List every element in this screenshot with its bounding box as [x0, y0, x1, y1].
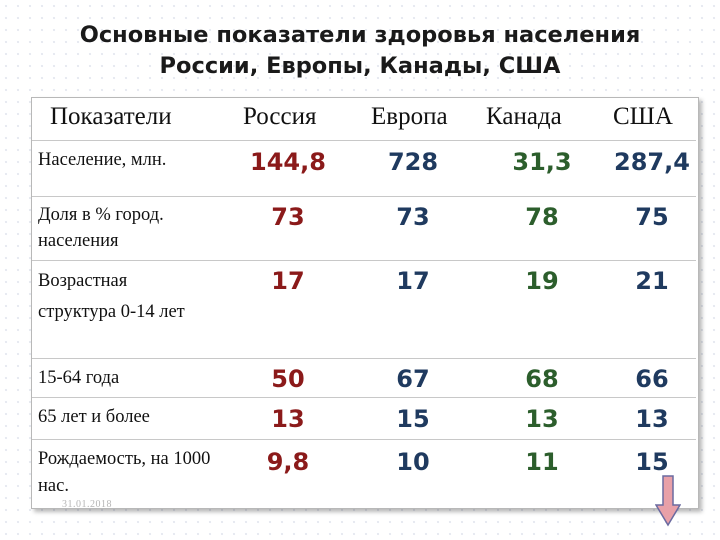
- row-label-age-15-64: 15-64 года: [38, 368, 120, 388]
- cell-usa-age-15-64: 66: [635, 365, 669, 393]
- down-arrow-icon[interactable]: [655, 475, 681, 527]
- row-divider: [32, 397, 696, 398]
- row-divider: [32, 140, 696, 141]
- row-label-birth-rate: Рождаемость, на 1000 нас.: [38, 449, 211, 496]
- cell-russia-age-15-64: 50: [271, 365, 305, 393]
- cell-usa-urban-share: 75: [635, 203, 669, 231]
- row-label-urban-share: Доля в % город. населения: [38, 205, 164, 251]
- cell-canada-age-15-64: 68: [525, 365, 559, 393]
- row-divider: [32, 260, 696, 261]
- cell-russia-urban-share: 73: [271, 203, 305, 231]
- cell-europe-age-15-64: 67: [396, 365, 430, 393]
- row-label-age-65-plus: 65 лет и более: [38, 407, 150, 427]
- cell-europe-urban-share: 73: [396, 203, 430, 231]
- cell-canada-population: 31,3: [512, 148, 572, 176]
- row-divider: [32, 358, 696, 359]
- slide-title: Основные показатели здоровья населения Р…: [20, 20, 700, 82]
- cell-europe-population: 728: [387, 148, 439, 176]
- header-europe: Европа: [371, 103, 448, 130]
- row-divider: [32, 439, 696, 440]
- cell-russia-age-0-14: 17: [271, 267, 305, 295]
- cell-canada-age-0-14: 19: [525, 267, 559, 295]
- cell-russia-age-65-plus: 13: [271, 405, 305, 433]
- header-canada: Канада: [486, 103, 562, 130]
- cell-usa-age-0-14: 21: [635, 267, 669, 295]
- row-label-age-0-14: Возрастная структура 0-14 лет: [38, 271, 185, 322]
- cell-russia-population: 144,8: [250, 148, 326, 176]
- cell-canada-urban-share: 78: [525, 203, 559, 231]
- row-label-population: Население, млн.: [38, 150, 167, 170]
- header-russia: Россия: [243, 103, 317, 130]
- cell-russia-birth-rate: 9,8: [266, 448, 310, 476]
- cell-usa-population: 287,4: [614, 148, 690, 176]
- header-indicator: Показатели: [50, 103, 172, 130]
- slide-date: 31.01.2018: [62, 499, 112, 510]
- cell-usa-birth-rate: 15: [635, 448, 669, 476]
- header-usa: США: [613, 103, 673, 130]
- indicators-table: [31, 97, 699, 509]
- cell-canada-age-65-plus: 13: [525, 405, 559, 433]
- title-line-1: Основные показатели здоровья населения: [79, 22, 641, 48]
- cell-canada-birth-rate: 11: [525, 448, 559, 476]
- cell-europe-birth-rate: 10: [396, 448, 430, 476]
- cell-usa-age-65-plus: 13: [635, 405, 669, 433]
- cell-europe-age-0-14: 17: [396, 267, 430, 295]
- title-line-2: России, Европы, Канады, США: [159, 53, 561, 79]
- row-divider: [32, 196, 696, 197]
- cell-europe-age-65-plus: 15: [396, 405, 430, 433]
